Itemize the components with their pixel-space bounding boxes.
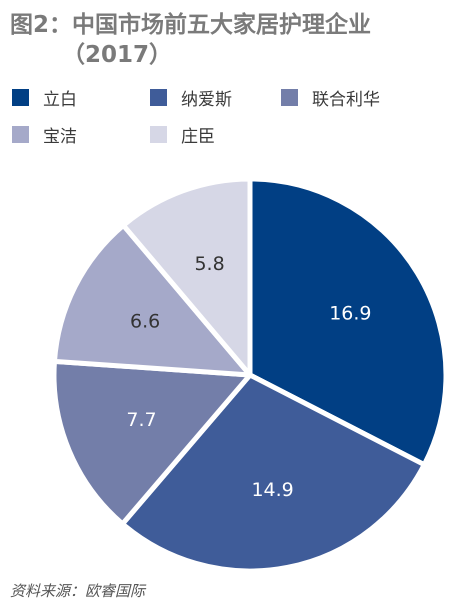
pie-slice-libai [247,176,449,468]
pie-slice-unilever [51,358,253,527]
legend-swatch-pg [12,125,29,143]
legend-label-libai: 立白 [43,89,77,110]
source-note: 资料来源：欧睿国际 [10,582,146,600]
legend-swatch-sc-johnson [150,125,167,143]
legend-item-unilever: 联合利华 [281,86,380,110]
data-label-pg: 6.6 [130,310,160,332]
chart-title-line2: （2017） [62,42,173,68]
legend-item-libai: 立白 [12,86,77,110]
data-label-libai: 16.9 [329,302,371,324]
legend-swatch-unilever [281,88,298,106]
chart-title-line1: 图2：中国市场前五大家居护理企业 [10,12,372,38]
chart-title: 图2：中国市场前五大家居护理企业 （2017） [10,10,450,70]
legend-item-sc-johnson: 庄臣 [150,123,215,147]
pie-chart: 16.9 14.9 7.7 6.6 5.8 [51,176,449,574]
data-label-sc-johnson: 5.8 [194,253,224,275]
legend-label-nice: 纳爱斯 [181,89,232,110]
data-label-unilever: 7.7 [126,409,156,431]
legend-label-sc-johnson: 庄臣 [181,126,215,147]
legend-label-pg: 宝洁 [43,126,77,147]
legend-swatch-libai [12,88,29,106]
legend-label-unilever: 联合利华 [312,89,380,110]
legend-swatch-nice [150,88,167,106]
pie-slice-sc-johnson [120,176,253,378]
data-label-nice: 14.9 [251,479,293,501]
pie-slice-pg [51,222,253,378]
legend-item-pg: 宝洁 [12,123,77,147]
legend-item-nice: 纳爱斯 [150,86,232,110]
pie-slice-nice [120,372,427,574]
